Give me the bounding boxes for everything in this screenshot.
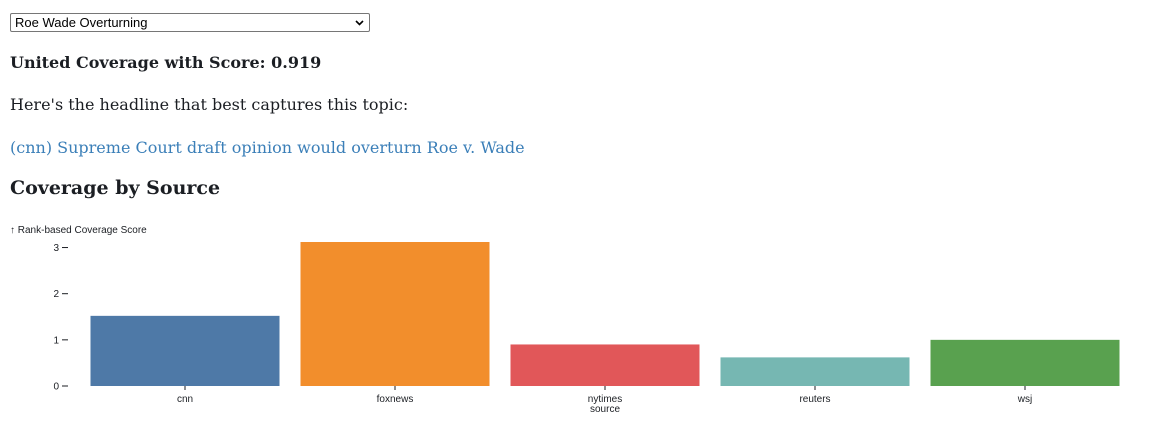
- coverage-score-heading: United Coverage with Score: 0.919: [10, 53, 322, 72]
- x-tick-label-cnn: cnn: [177, 394, 193, 405]
- topic-select[interactable]: Roe Wade Overturning: [10, 13, 370, 32]
- x-tick-label-foxnews: foxnews: [377, 394, 414, 405]
- y-axis-label: ↑ Rank-based Coverage Score: [10, 225, 147, 236]
- headline-intro-text: Here's the headline that best captures t…: [10, 95, 409, 114]
- bar-wsj: [930, 339, 1120, 386]
- bar-foxnews: [300, 242, 490, 386]
- section-title: Coverage by Source: [10, 177, 221, 199]
- bars: [90, 242, 1120, 386]
- coverage-bar-chart: ↑ Rank-based Coverage Score 0 1 2 3 cnn foxn…: [10, 225, 1120, 415]
- bar-cnn: [90, 315, 280, 386]
- bar-reuters: [720, 357, 910, 386]
- top-headline-link[interactable]: (cnn) Supreme Court draft opinion would …: [10, 138, 525, 157]
- y-tick-label: 2: [53, 289, 59, 300]
- bar-nytimes: [510, 344, 700, 386]
- x-axis-label: source: [590, 404, 620, 415]
- chevron-down-icon: [355, 20, 364, 26]
- y-tick-label: 0: [53, 382, 59, 393]
- topic-select-value: Roe Wade Overturning: [15, 15, 148, 30]
- x-tick-label-nytimes: nytimes: [588, 394, 622, 405]
- x-tick-label-reuters: reuters: [799, 394, 830, 405]
- x-axis: cnn foxnews nytimes reuters wsj: [177, 386, 1032, 405]
- y-axis: 0 1 2 3: [53, 243, 68, 393]
- x-tick-label-wsj: wsj: [1017, 394, 1032, 405]
- y-tick-label: 1: [53, 335, 59, 346]
- y-tick-label: 3: [53, 243, 59, 254]
